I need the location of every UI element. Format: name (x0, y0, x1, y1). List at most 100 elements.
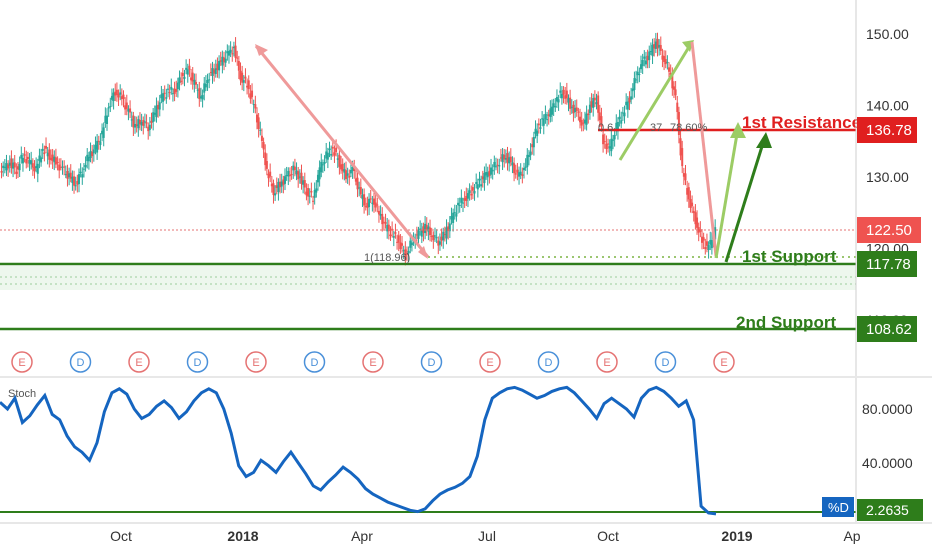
candle-body (496, 164, 499, 166)
candle-body (239, 70, 242, 81)
earnings-event-marker[interactable] (596, 351, 618, 373)
candle-body (178, 77, 181, 84)
candle-body (377, 210, 380, 215)
candle-body (659, 45, 662, 51)
candle-body (321, 164, 324, 166)
dividend-event-marker[interactable] (186, 351, 209, 373)
candle-body (279, 181, 282, 188)
candle-body (532, 136, 535, 148)
candle-body (455, 213, 458, 217)
candle-body (101, 130, 104, 135)
time-tick-label: 2018 (227, 528, 258, 544)
candle-body (519, 171, 522, 175)
candle-body (381, 213, 384, 225)
candle-body (486, 172, 489, 178)
candle-body (138, 119, 141, 125)
event-marker-label: E (720, 357, 727, 369)
candle-body (41, 148, 44, 151)
candle-body (59, 166, 62, 168)
candle-body (534, 128, 537, 134)
candle-body (714, 227, 717, 240)
candle-body (181, 72, 184, 76)
candle-body (106, 115, 109, 125)
candle-body (562, 89, 565, 95)
candle-body (158, 102, 161, 110)
candle-body (124, 105, 127, 110)
candle-body (28, 159, 31, 164)
candle-body (368, 198, 371, 208)
candle-body (323, 162, 326, 164)
earnings-event-marker[interactable] (479, 351, 501, 373)
candle-body (201, 95, 204, 100)
candle-body (298, 176, 301, 178)
dividend-event-marker[interactable] (420, 351, 443, 373)
projection-arrow-dark (724, 139, 766, 263)
last-price-tag-bg (857, 217, 921, 243)
candle-body (343, 169, 346, 173)
candle-body (56, 161, 59, 163)
candle-body (669, 72, 672, 75)
event-marker-label: E (18, 357, 25, 369)
dividend-event-marker[interactable] (654, 351, 677, 373)
candle-body (625, 101, 628, 106)
candle-body (649, 51, 652, 53)
candle-body (485, 171, 488, 176)
candle-body (643, 56, 646, 59)
candle-body (348, 175, 351, 178)
candle-body (493, 161, 496, 168)
candle-body (104, 115, 107, 123)
earnings-event-marker[interactable] (245, 351, 267, 373)
candle-body (453, 212, 456, 214)
last-price-tag: 122.50 (866, 222, 912, 239)
candle-body (691, 202, 694, 207)
candle-body (86, 154, 89, 162)
candle-body (150, 120, 153, 123)
candle-body (17, 166, 20, 170)
candle-body (371, 202, 374, 205)
dividend-event-marker[interactable] (303, 351, 326, 373)
candle-body (473, 190, 476, 194)
candle-body (702, 237, 705, 241)
candle-body (38, 155, 41, 161)
candle-body (340, 164, 343, 170)
candle-body (509, 156, 512, 163)
candle-body (552, 103, 555, 108)
earnings-event-marker[interactable] (128, 351, 150, 373)
earnings-event-marker[interactable] (713, 351, 735, 373)
candle-body (209, 72, 212, 74)
candle-body (280, 181, 283, 187)
candle-body (287, 170, 290, 177)
candle-body (430, 235, 433, 237)
candle-body (96, 140, 99, 153)
candle-body (651, 44, 654, 57)
candle-body (61, 166, 64, 168)
candle-body (443, 234, 446, 236)
dividend-event-marker[interactable] (69, 351, 92, 373)
candle-body (175, 89, 178, 92)
candle-body (373, 198, 376, 205)
candle-body (244, 76, 247, 79)
candle-body (409, 240, 412, 248)
candle-body (232, 46, 235, 49)
candle-body (498, 165, 501, 167)
candle-body (488, 170, 491, 176)
candle-body (260, 135, 263, 141)
dividend-event-marker[interactable] (537, 351, 560, 373)
candle-body (607, 143, 610, 145)
price-pane: 1(118.96) 0.6 37 78.60% 1st Resistance 1… (0, 0, 921, 376)
candle-body (522, 167, 525, 171)
earnings-event-marker[interactable] (362, 351, 384, 373)
candle-body (147, 126, 150, 132)
candle-body (180, 80, 183, 82)
candle-body (43, 152, 46, 155)
earnings-event-marker[interactable] (11, 351, 33, 373)
candle-body (94, 144, 97, 150)
candle-body (564, 95, 567, 99)
candle-body (404, 249, 407, 260)
candle-body (432, 234, 435, 241)
candle-body (420, 230, 423, 237)
candle-body (251, 90, 254, 98)
candle-body (640, 64, 643, 70)
candle-body (387, 224, 390, 232)
candle-body (120, 96, 123, 100)
